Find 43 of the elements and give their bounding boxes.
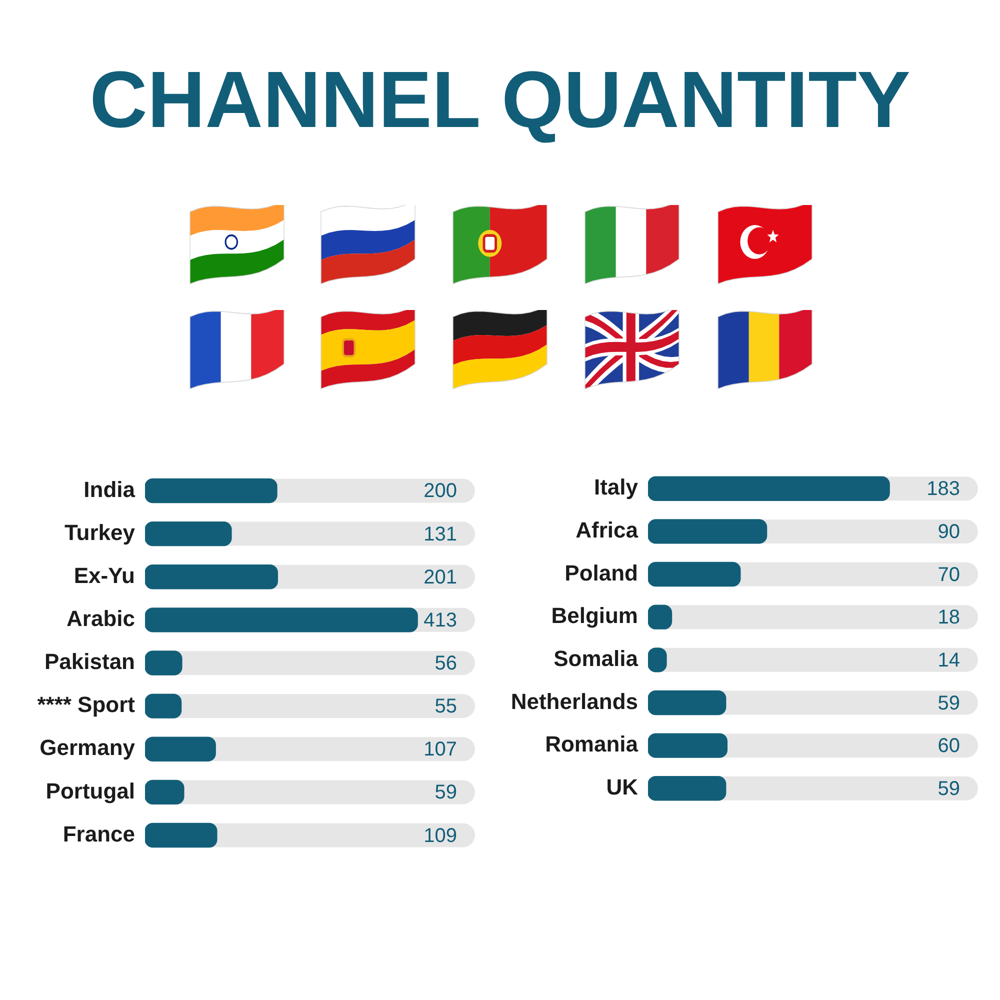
y-tick-label: France <box>62 821 135 846</box>
data-label: 55 <box>434 696 457 718</box>
data-label: 70 <box>938 564 960 586</box>
bar <box>648 776 726 801</box>
data-label: 107 <box>424 738 457 761</box>
data-label: 14 <box>938 649 960 672</box>
chart-title: CHANNEL QUANTITY <box>88 54 912 146</box>
data-label: 59 <box>938 778 960 800</box>
data-label: 59 <box>434 782 457 804</box>
y-tick-label: Netherlands <box>510 688 638 714</box>
y-tick-label: UK <box>606 774 638 800</box>
data-label: 413 <box>424 609 457 632</box>
y-tick-label: Poland <box>564 560 638 586</box>
y-tick-label: Arabic <box>66 606 135 631</box>
y-tick-label: Germany <box>40 735 136 760</box>
y-tick-label: Ex-Yu <box>74 562 135 588</box>
data-label: 59 <box>938 692 960 714</box>
data-label: 90 <box>938 520 960 543</box>
y-tick-label: Italy <box>594 474 639 500</box>
data-label: 60 <box>938 735 960 758</box>
y-tick-label: Somalia <box>554 646 639 671</box>
y-tick-label: Romania <box>545 732 639 757</box>
data-label: 18 <box>938 606 960 629</box>
bar <box>648 733 728 758</box>
data-label: 200 <box>424 480 457 502</box>
bar <box>145 694 182 718</box>
bar <box>145 780 184 805</box>
y-tick-label: India <box>84 476 136 502</box>
y-tick-label: Turkey <box>64 520 136 545</box>
data-label: 56 <box>434 652 457 675</box>
y-tick-label: Pakistan <box>44 649 135 674</box>
y-tick-label: Belgium <box>551 603 638 628</box>
data-label: 131 <box>424 523 457 546</box>
bar <box>145 650 182 676</box>
data-label: 109 <box>424 824 457 847</box>
bar <box>145 736 216 762</box>
data-label: 201 <box>424 566 457 588</box>
data-label: 183 <box>926 478 960 500</box>
bar <box>145 822 218 848</box>
y-tick-label: **** Sport <box>37 692 136 718</box>
y-tick-label: Portugal <box>46 778 135 804</box>
bar <box>648 690 726 716</box>
y-tick-label: Africa <box>576 518 639 542</box>
